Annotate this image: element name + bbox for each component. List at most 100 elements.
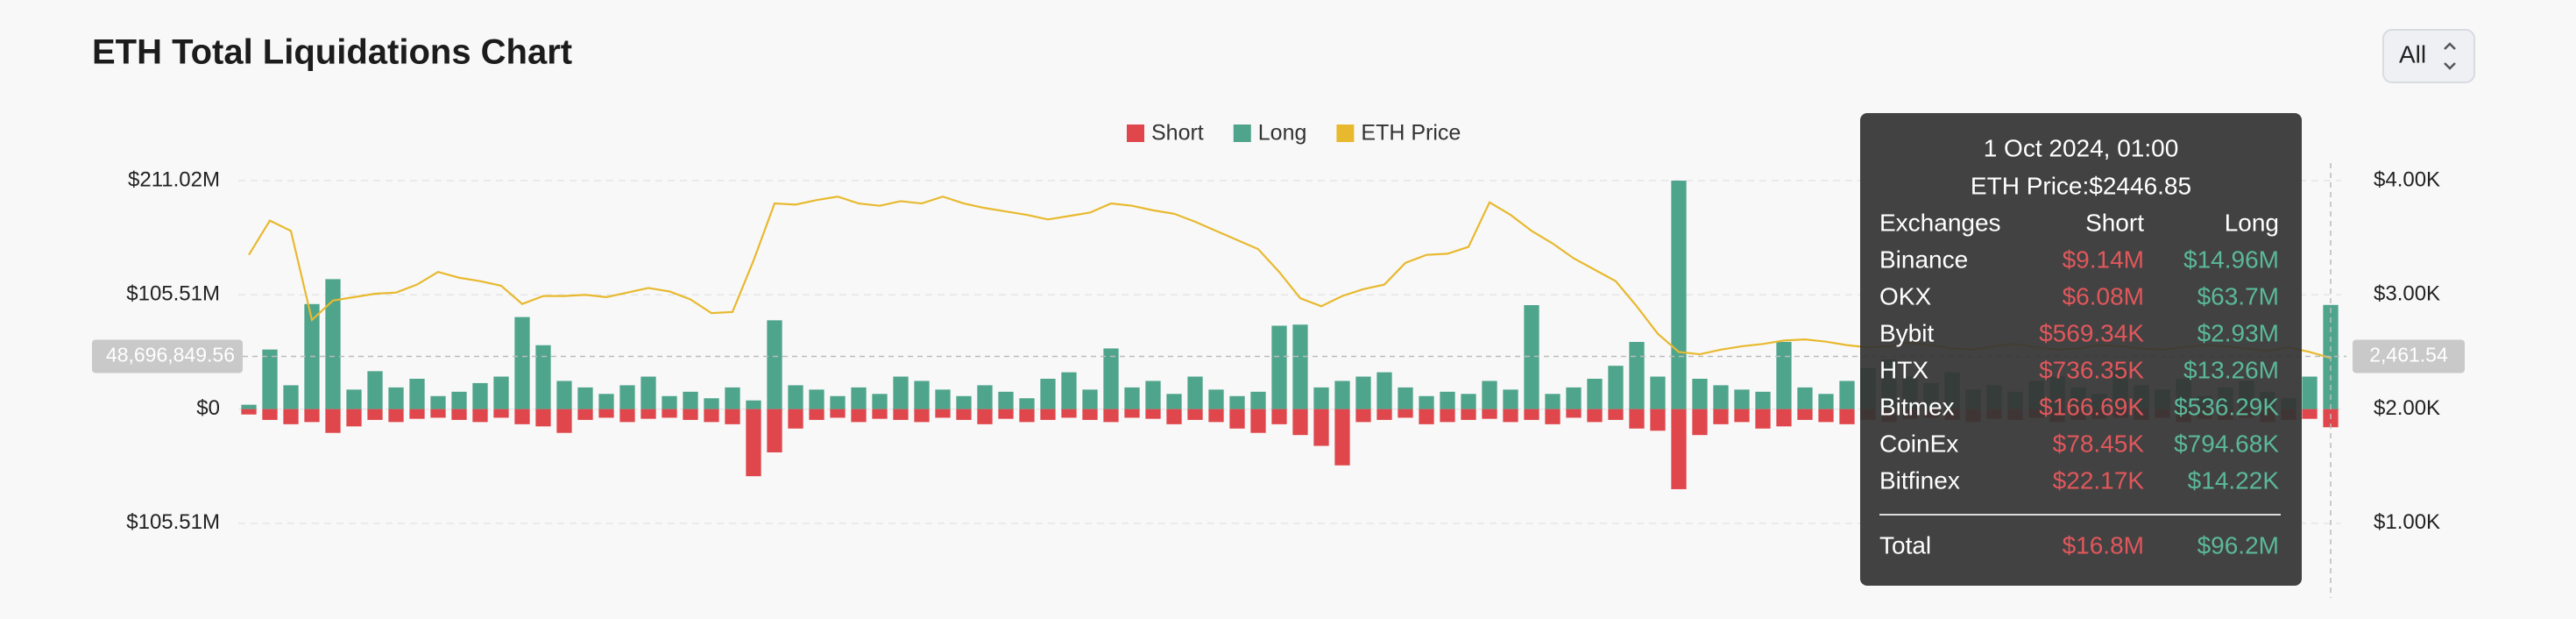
bar [1229,395,1245,409]
bar [409,409,425,419]
bar [977,409,993,424]
bar [1334,409,1350,466]
bar [1839,381,1855,409]
bar [1797,409,1813,420]
bar [662,395,677,409]
bar [1040,378,1056,409]
tooltip-row: $794.68K [2174,430,2279,457]
bar [1419,409,1434,424]
bar [1587,378,1603,409]
range-select[interactable] [2382,29,2475,83]
tooltip-row: $166.69K [2039,393,2144,420]
tooltip-header: Short [2085,209,2144,236]
bar [577,387,593,409]
bar [241,409,257,415]
bar [1818,409,1834,423]
tooltip-row: $2.93M [2197,319,2279,346]
bar [1271,409,1287,424]
tooltip-row: HTX [1879,356,1928,383]
legend-swatch [1127,125,1144,142]
bar [683,409,698,420]
bar [746,400,761,409]
bar [1461,394,1476,409]
bar [1713,385,1729,409]
tooltip-header: Exchanges [1879,209,2001,236]
bar [1839,409,1855,424]
bar [935,389,951,409]
bar [325,279,341,409]
tooltip-row: Bitmex [1879,393,1955,420]
y2-tick-label: $3.00K [2374,282,2440,306]
bar [1692,378,1708,409]
bar [998,391,1014,409]
bar [1503,389,1518,409]
tooltip-row: CoinEx [1879,430,1958,457]
bar [1797,387,1813,409]
bar [1398,387,1413,409]
range-select-label[interactable]: All [2399,40,2426,68]
bar [725,409,740,424]
bar [1629,409,1645,429]
bar [1671,181,1687,409]
bar [1440,391,1455,409]
bar [1208,409,1224,423]
bar [1355,376,1371,409]
bar [430,395,446,409]
bar [1187,409,1203,420]
bar [619,385,635,409]
bar [367,371,383,409]
bar [1145,409,1161,419]
bar [1650,376,1666,409]
bar [262,349,278,409]
bar [430,409,446,418]
bar [1229,409,1245,429]
bar [767,409,782,452]
legend-label: Long [1258,121,1307,146]
bar [1545,409,1560,424]
bar [1166,409,1182,424]
y-tick-label: $105.51M [126,282,220,306]
bar [1503,409,1518,423]
legend-swatch [1336,125,1355,142]
bar [956,395,972,409]
bar [1482,381,1497,409]
bar [851,387,867,409]
bar [1566,409,1582,418]
bar [767,320,782,409]
bar [1187,376,1203,409]
bar [1376,372,1392,409]
bar [598,394,614,409]
bar [535,409,551,427]
bar [1482,409,1497,419]
tooltip-row: $9.14M [2063,245,2144,273]
bar [304,409,320,423]
bar [1398,409,1413,418]
bar [1103,409,1119,423]
bar [1376,409,1392,420]
tooltip-row: Bitfinex [1879,466,1960,494]
tooltip-title: 1 Oct 2024, 01:00 [1984,134,2179,161]
bar [1082,389,1098,409]
bar [556,381,572,409]
tooltip-row: Bybit [1879,319,1934,346]
bar [283,409,299,424]
bar [640,376,656,409]
crosshair-label-bg [92,339,243,374]
bar [1608,409,1624,420]
bar [977,385,993,409]
crosshair-label-bg [2353,339,2465,374]
tooltip-row: $22.17K [2053,466,2145,494]
legend-label: Short [1151,121,1204,146]
bar [346,389,362,409]
bar [704,409,719,423]
bar [872,409,888,419]
bar [1334,381,1350,409]
tooltip-row: $14.22K [2188,466,2280,494]
bar [746,409,761,477]
bar [1019,409,1035,423]
bar [1271,325,1287,409]
bar [1734,409,1750,423]
tooltip-row: $13.26M [2183,356,2279,383]
bar [683,391,698,409]
bar [1524,409,1539,420]
